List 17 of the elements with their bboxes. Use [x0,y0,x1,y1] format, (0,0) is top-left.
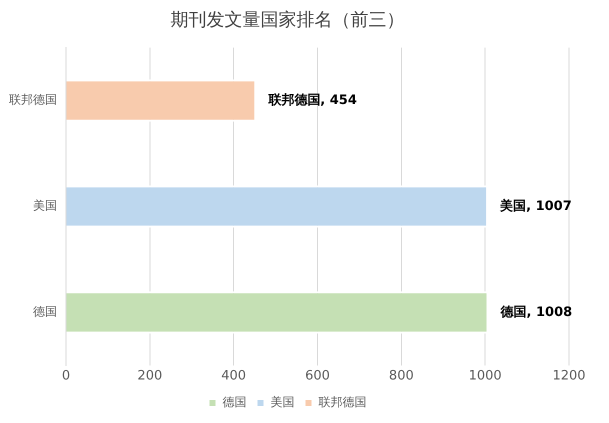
legend-label: 美国 [270,395,294,410]
data-label: 美国, 1007 [499,198,572,214]
legend-label: 德国 [222,395,246,410]
y-tick-label: 德国 [33,304,57,319]
x-tick-label: 1200 [552,368,586,384]
y-tick-label: 美国 [33,198,57,213]
x-tick-label: 1000 [468,368,502,384]
y-tick-label: 联邦德国 [9,92,57,107]
x-tick-label: 400 [221,368,246,384]
x-tick-label: 600 [305,368,330,384]
legend-label: 联邦德国 [318,395,366,410]
data-label: 联邦德国, 454 [267,92,357,108]
data-label: 德国, 1008 [500,304,572,320]
chart-title: 期刊发文量国家排名（前三） [170,9,404,30]
x-tick-label: 0 [62,368,70,384]
x-tick-label: 800 [388,368,414,384]
x-tick-label: 200 [137,368,162,384]
